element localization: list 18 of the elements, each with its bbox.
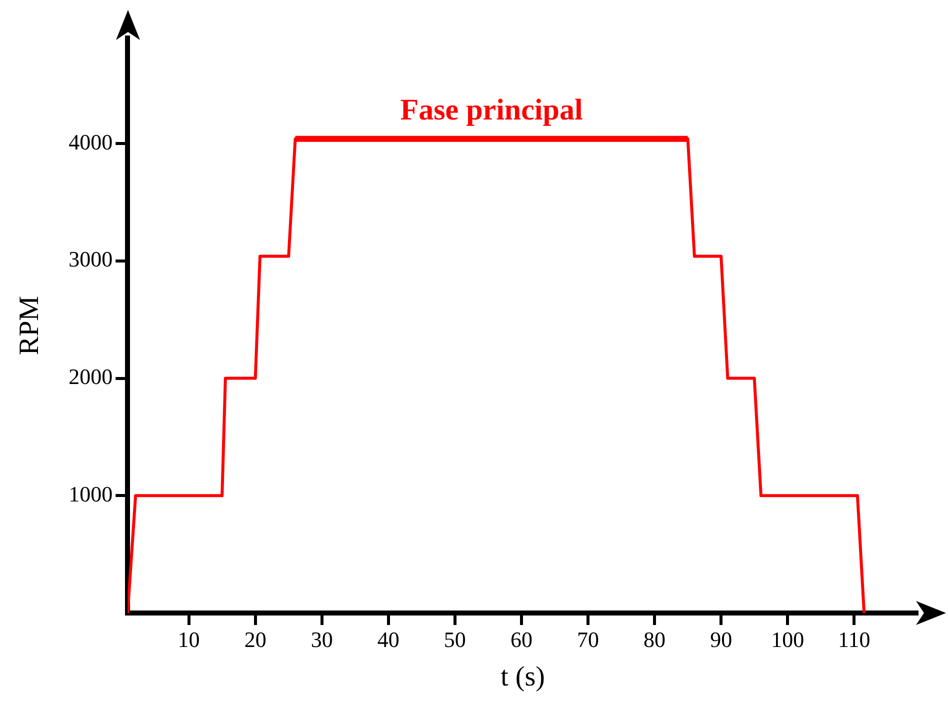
x-tick-label: 80 [644,626,666,652]
x-tick-label: 90 [710,626,732,652]
x-tick-label: 70 [577,626,599,652]
y-axis-title: RPM [14,296,46,356]
x-tick-label: 100 [771,626,804,652]
y-tick-label: 4000 [68,129,113,154]
y-tick-label: 3000 [68,246,113,272]
x-tick-label: 50 [444,626,466,652]
x-tick-label: 20 [244,626,266,652]
x-tick-label: 40 [377,626,400,652]
x-tick-label: 60 [510,626,532,652]
y-tick-label: 1000 [68,481,113,506]
x-tick-label: 30 [310,626,333,652]
x-tick-label: 110 [838,626,870,652]
x-tick-label: 10 [178,626,200,652]
annotation: Fase principal [400,94,583,127]
x-axis-title: t (s) [500,662,545,693]
y-tick-label: 2000 [68,364,113,390]
